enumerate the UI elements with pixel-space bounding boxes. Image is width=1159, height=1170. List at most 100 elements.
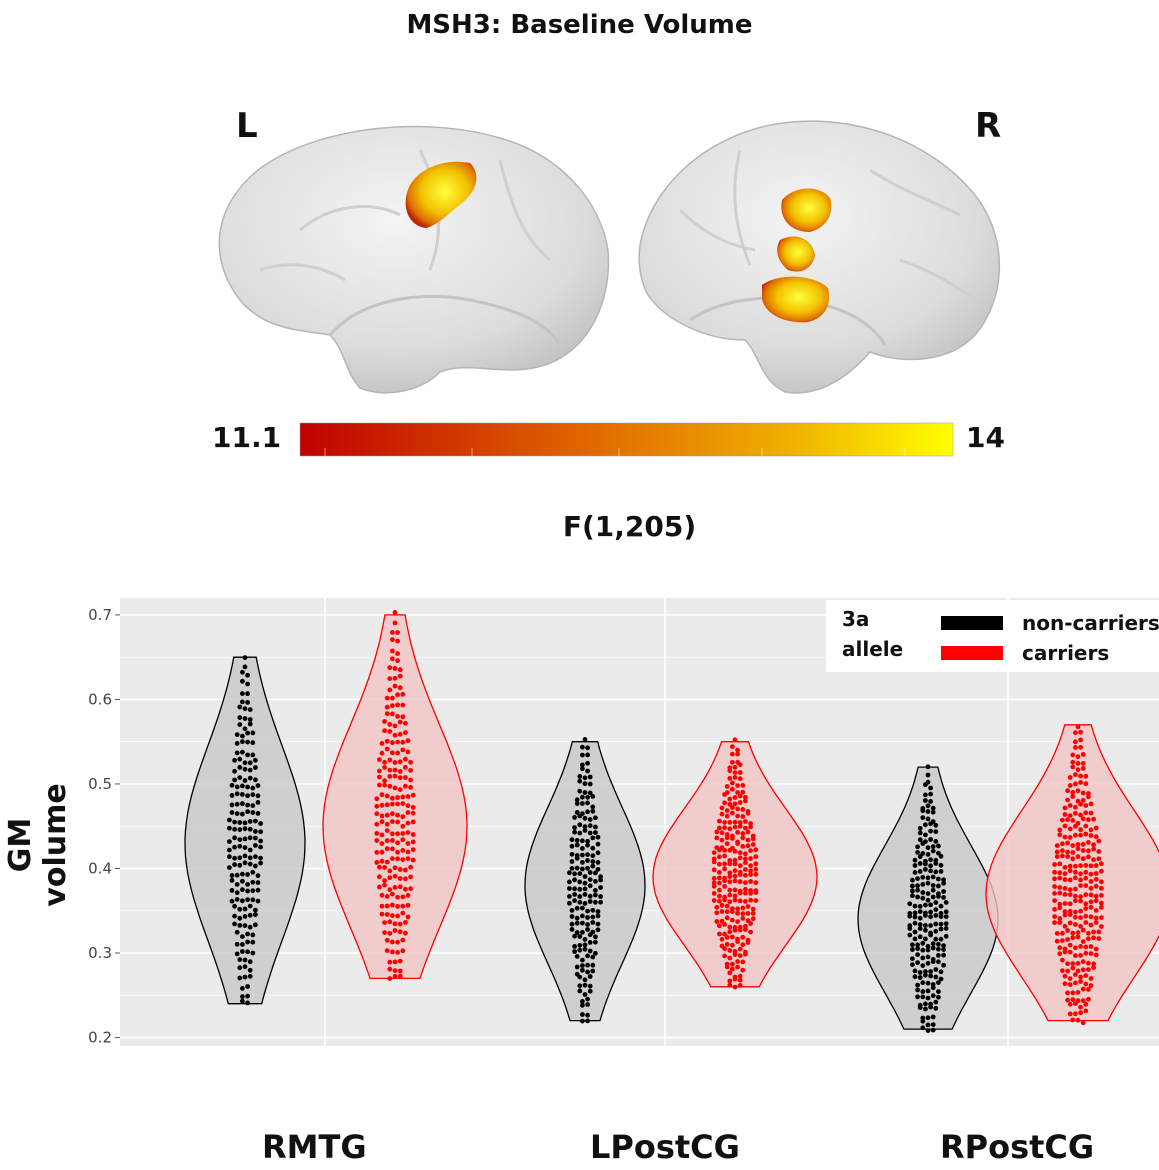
data-point: [390, 656, 395, 662]
data-point: [255, 887, 261, 893]
data-point: [255, 793, 261, 799]
data-point: [577, 886, 583, 892]
data-point: [379, 911, 385, 917]
data-point: [390, 695, 395, 701]
data-point: [587, 893, 593, 899]
data-point: [1088, 892, 1094, 898]
data-point: [750, 906, 756, 912]
data-point: [1073, 739, 1078, 745]
data-point: [1078, 898, 1083, 904]
data-point: [1067, 863, 1073, 869]
data-point: [727, 870, 733, 876]
data-point: [740, 934, 746, 940]
data-point: [253, 818, 258, 824]
data-point: [242, 726, 248, 732]
data-point: [590, 859, 596, 864]
data-point: [400, 702, 406, 708]
data-point: [745, 843, 751, 849]
data-point: [590, 968, 596, 974]
data-point: [737, 855, 743, 861]
data-point: [1083, 981, 1089, 987]
data-point: [1052, 914, 1057, 919]
data-point: [1073, 953, 1078, 959]
data-point: [1078, 729, 1083, 735]
data-point: [392, 760, 398, 765]
data-point: [387, 976, 393, 981]
data-point: [1062, 805, 1068, 811]
data-point: [400, 747, 406, 753]
data-point: [403, 867, 408, 873]
data-point: [928, 863, 933, 869]
data-point: [390, 856, 395, 861]
data-point: [1080, 761, 1086, 766]
data-point: [250, 752, 256, 758]
data-point: [740, 942, 746, 948]
data-point: [1057, 901, 1063, 907]
data-point: [577, 830, 583, 836]
data-point: [1088, 983, 1094, 988]
data-point: [1073, 730, 1078, 736]
data-point: [379, 813, 385, 819]
data-point: [1073, 922, 1078, 927]
data-point: [915, 850, 920, 855]
data-point: [923, 910, 928, 916]
data-point: [930, 887, 936, 893]
data-point: [593, 830, 598, 835]
data-point: [1073, 980, 1078, 986]
data-point: [743, 798, 748, 804]
data-point: [1075, 1017, 1081, 1023]
data-point: [395, 658, 400, 664]
data-point: [390, 831, 395, 837]
data-point: [572, 825, 577, 830]
data-point: [1086, 794, 1091, 800]
data-point: [234, 890, 240, 896]
data-point: [1088, 944, 1094, 949]
data-point: [920, 882, 926, 887]
data-point: [1080, 752, 1086, 757]
data-point: [405, 893, 411, 898]
data-point: [1075, 767, 1081, 773]
data-point: [1060, 968, 1065, 974]
data-point: [1067, 887, 1073, 893]
data-point: [1075, 754, 1081, 760]
data-point: [724, 903, 730, 909]
data-point: [572, 892, 577, 897]
data-point: [941, 943, 946, 948]
data-point: [1083, 950, 1089, 956]
data-point: [395, 801, 400, 807]
data-point: [1067, 901, 1073, 907]
data-point: [580, 794, 585, 800]
data-point: [377, 864, 382, 870]
data-point: [395, 904, 400, 909]
data-point: [722, 800, 727, 806]
data-point: [580, 929, 585, 935]
data-point: [395, 739, 400, 745]
data-point: [1093, 825, 1099, 831]
data-point: [387, 930, 393, 936]
category-label-rmtg: RMTG: [262, 1128, 367, 1166]
data-point: [382, 778, 387, 784]
data-point: [569, 927, 575, 932]
data-point: [253, 912, 258, 917]
data-point: [732, 775, 738, 780]
data-point: [590, 929, 596, 935]
data-point: [1083, 973, 1089, 978]
data-point: [1052, 869, 1057, 875]
data-point: [923, 972, 928, 978]
data-point: [717, 893, 722, 899]
data-point: [717, 825, 722, 831]
data-point: [722, 866, 727, 872]
data-point: [590, 845, 596, 851]
data-point: [732, 764, 738, 770]
data-point: [247, 903, 253, 909]
data-point: [923, 798, 928, 803]
data-point: [580, 920, 585, 926]
colorbar-ticks: [324, 448, 906, 456]
data-point: [240, 699, 245, 705]
data-point: [1078, 894, 1083, 900]
data-point: [1080, 1020, 1086, 1026]
data-point: [1078, 944, 1083, 949]
data-point: [923, 858, 928, 864]
data-point: [397, 759, 403, 765]
data-point: [719, 909, 725, 914]
